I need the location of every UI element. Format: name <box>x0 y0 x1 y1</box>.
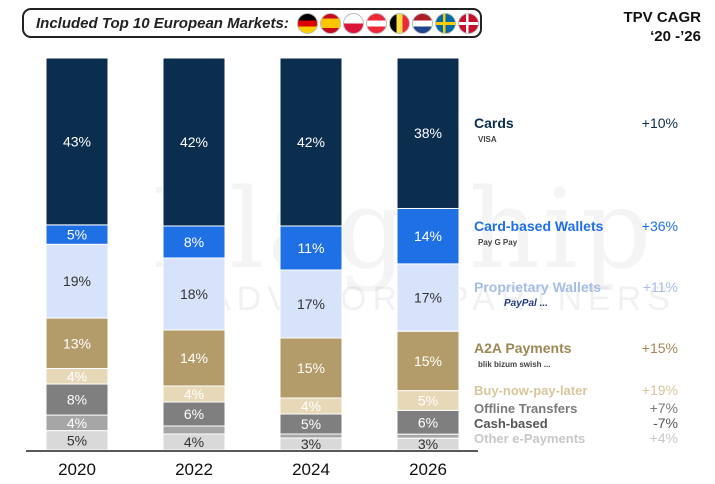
data-label: 4% <box>184 386 204 402</box>
bar-segment <box>162 329 226 387</box>
bar-segment <box>45 243 109 319</box>
data-label: 3% <box>418 436 438 452</box>
netherlands-flag <box>411 12 433 34</box>
x-tick-label: 2022 <box>175 460 213 479</box>
data-label: 4% <box>67 368 87 384</box>
cagr-value: +10% <box>642 115 678 131</box>
data-label: 14% <box>414 228 442 244</box>
cagr-title-line-1: TPV CAGR <box>623 9 701 26</box>
bar-segment <box>396 330 460 392</box>
spain-flag <box>319 12 341 34</box>
bar-segment <box>45 317 109 369</box>
data-label: 4% <box>67 415 87 431</box>
x-tick-label: 2024 <box>292 460 330 479</box>
bar-segment <box>279 269 343 339</box>
markets-header: Included Top 10 European Markets: <box>22 8 482 38</box>
data-label: 5% <box>67 227 87 243</box>
poland-flag <box>342 12 364 34</box>
cagr-value: +36% <box>642 218 678 234</box>
payment-logos: Pay G Pay <box>478 238 518 247</box>
data-label: 5% <box>301 416 321 432</box>
bar-segment <box>279 337 343 399</box>
data-label: 15% <box>414 353 442 369</box>
data-label: 8% <box>184 234 204 250</box>
data-label: 43% <box>63 133 91 149</box>
data-label: 8% <box>67 392 87 408</box>
cagr-value: +15% <box>642 340 678 356</box>
legend-label: Card-based Wallets <box>474 218 604 234</box>
belgium-flag <box>388 12 410 34</box>
data-label: 6% <box>418 414 438 430</box>
data-label: 19% <box>63 273 91 289</box>
payment-logos: blik bizum swish ... <box>478 360 550 369</box>
data-label: 15% <box>297 360 325 376</box>
data-label: 38% <box>414 125 442 141</box>
payment-logos: VISA <box>478 135 497 144</box>
x-tick-label: 2020 <box>58 460 96 479</box>
bar-segment <box>396 207 460 265</box>
austria-flag <box>365 12 387 34</box>
bar-segment <box>279 57 343 227</box>
cagr-value: +19% <box>642 382 678 398</box>
bar-segment <box>396 263 460 332</box>
cagr-value: +7% <box>650 400 678 416</box>
cagr-column-title: TPV CAGR ‘20 -’26 <box>623 8 701 46</box>
legend-label: Proprietary Wallets <box>474 279 601 295</box>
sweden-flag <box>434 12 456 34</box>
bar-segment <box>396 57 460 209</box>
x-tick-label: 2026 <box>409 460 447 479</box>
legend-label: Cards <box>474 115 514 131</box>
data-label: 17% <box>414 290 442 306</box>
legend-label: Cash-based <box>474 416 548 431</box>
legend-label: Other e-Payments <box>474 431 585 446</box>
data-label: 11% <box>298 240 325 256</box>
data-label: 6% <box>184 406 204 422</box>
bar-segment <box>162 225 226 259</box>
legend-label: Buy-now-pay-later <box>474 383 587 398</box>
cagr-value: +4% <box>650 430 678 446</box>
bar-segment <box>162 425 226 435</box>
data-label: 14% <box>180 350 208 366</box>
bar-segment <box>279 433 343 439</box>
data-label: 13% <box>63 335 91 351</box>
markets-header-title: Included Top 10 European Markets: <box>36 14 289 32</box>
data-label: 17% <box>297 296 325 312</box>
cagr-value: -7% <box>653 415 678 431</box>
bar-segment <box>279 225 343 271</box>
cagr-title-line-2: ‘20 -’26 <box>650 28 701 45</box>
data-label: 4% <box>301 398 321 414</box>
data-label: 4% <box>184 434 204 450</box>
data-label: 5% <box>418 393 438 409</box>
bar-segment <box>45 57 109 226</box>
legend-label: A2A Payments <box>474 340 572 356</box>
cagr-value: +11% <box>643 279 678 295</box>
data-label: 18% <box>180 286 208 302</box>
data-label: 3% <box>301 436 321 452</box>
legend-label: Offline Transfers <box>474 401 577 416</box>
data-label: 42% <box>297 134 325 150</box>
denmark-flag <box>457 12 479 34</box>
germany-flag <box>296 12 318 34</box>
payment-logos: PayPal ... <box>504 298 548 309</box>
data-label: 42% <box>180 134 208 150</box>
bar-segment <box>45 383 109 416</box>
flag-row <box>296 12 479 34</box>
data-label: 5% <box>67 432 87 448</box>
bar-segment <box>396 433 460 439</box>
bar-segment <box>162 57 226 227</box>
